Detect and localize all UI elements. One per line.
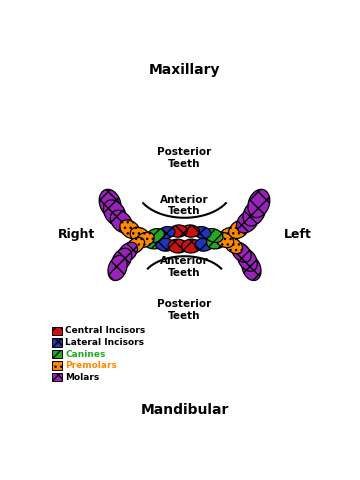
- FancyBboxPatch shape: [52, 361, 62, 370]
- FancyBboxPatch shape: [52, 327, 62, 335]
- FancyBboxPatch shape: [52, 373, 62, 382]
- Ellipse shape: [215, 232, 234, 248]
- Ellipse shape: [155, 238, 174, 251]
- Ellipse shape: [170, 225, 187, 237]
- Ellipse shape: [194, 227, 211, 239]
- Ellipse shape: [112, 248, 132, 271]
- Ellipse shape: [248, 189, 270, 217]
- Text: Mandibular: Mandibular: [140, 403, 229, 417]
- Text: Right: Right: [58, 228, 95, 241]
- Text: Molars: Molars: [65, 372, 99, 382]
- FancyBboxPatch shape: [52, 350, 62, 358]
- Ellipse shape: [182, 225, 199, 237]
- Text: Central Incisors: Central Incisors: [65, 326, 145, 336]
- Ellipse shape: [243, 200, 266, 226]
- Ellipse shape: [204, 228, 223, 242]
- Text: Anterior
Teeth: Anterior Teeth: [160, 195, 209, 216]
- Ellipse shape: [103, 200, 126, 226]
- Ellipse shape: [237, 248, 257, 271]
- Ellipse shape: [108, 255, 127, 280]
- Ellipse shape: [120, 220, 140, 239]
- Ellipse shape: [126, 238, 145, 253]
- Ellipse shape: [242, 255, 261, 280]
- Text: Anterior
Teeth: Anterior Teeth: [160, 256, 209, 278]
- Ellipse shape: [219, 228, 239, 244]
- Ellipse shape: [158, 227, 175, 239]
- Ellipse shape: [181, 239, 201, 253]
- Ellipse shape: [141, 233, 162, 249]
- Ellipse shape: [118, 242, 138, 262]
- Ellipse shape: [168, 239, 188, 253]
- Ellipse shape: [237, 210, 259, 233]
- Ellipse shape: [195, 238, 214, 251]
- Text: Posterior
Teeth: Posterior Teeth: [157, 300, 212, 321]
- Ellipse shape: [229, 220, 249, 239]
- Ellipse shape: [224, 238, 243, 253]
- Ellipse shape: [110, 210, 132, 233]
- Text: Canines: Canines: [65, 349, 105, 359]
- Text: Lateral Incisors: Lateral Incisors: [65, 338, 144, 347]
- Ellipse shape: [146, 228, 165, 242]
- Text: Posterior
Teeth: Posterior Teeth: [157, 147, 212, 168]
- Text: Left: Left: [284, 228, 311, 241]
- Ellipse shape: [135, 232, 154, 248]
- Text: Premolars: Premolars: [65, 361, 117, 370]
- Text: Maxillary: Maxillary: [149, 63, 220, 77]
- FancyBboxPatch shape: [52, 338, 62, 347]
- Ellipse shape: [130, 228, 150, 244]
- Ellipse shape: [207, 233, 228, 249]
- Ellipse shape: [231, 242, 251, 262]
- Ellipse shape: [99, 189, 121, 217]
